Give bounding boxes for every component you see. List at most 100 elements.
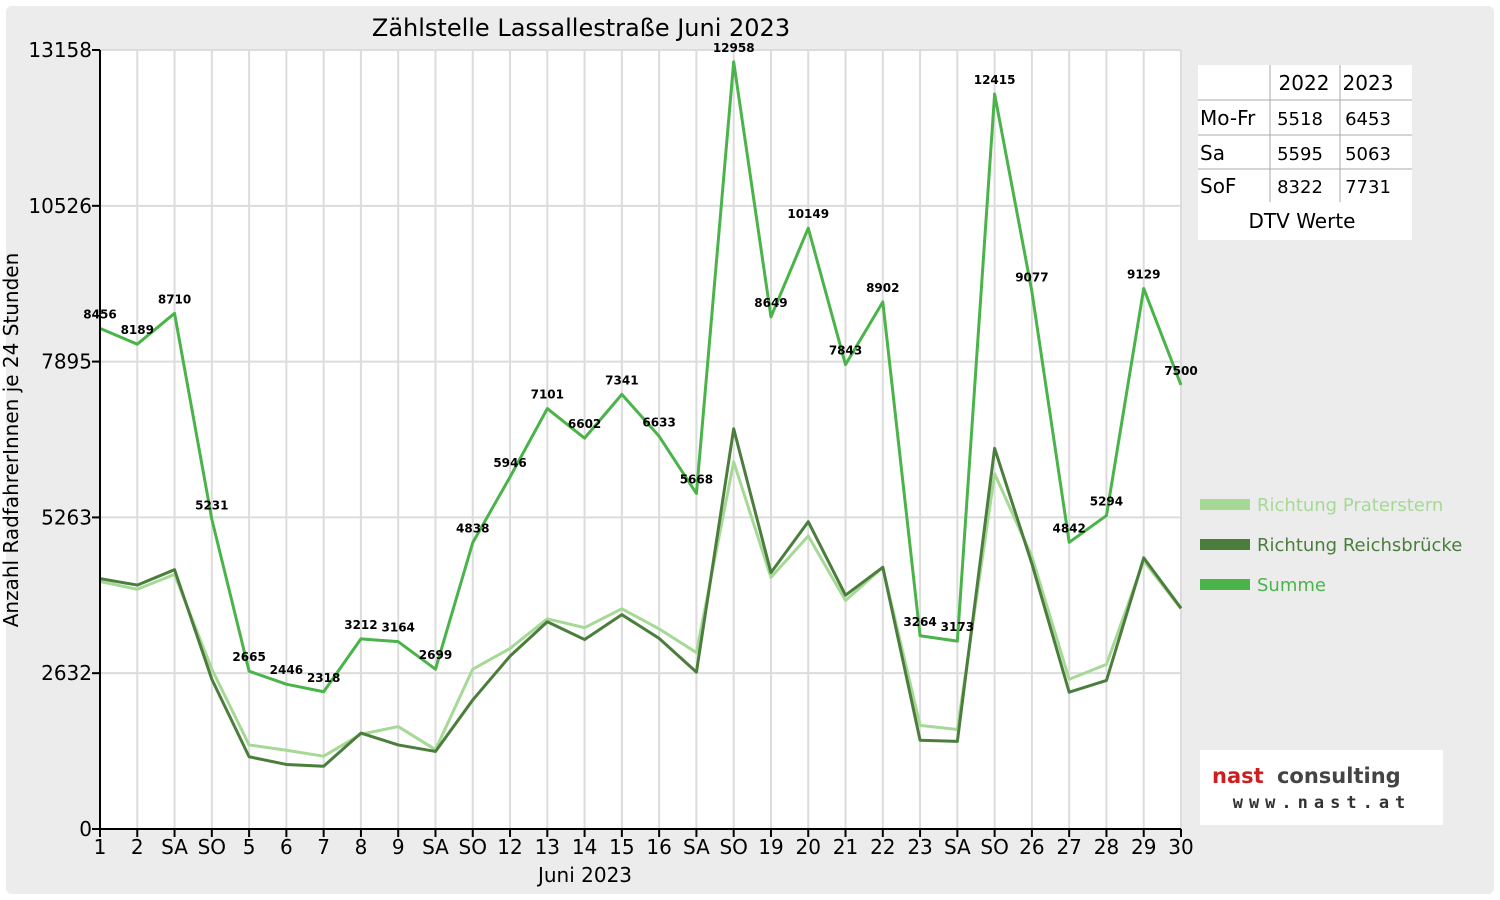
data-label: 2665	[232, 650, 265, 664]
x-tick-label: 27	[1056, 835, 1081, 859]
data-label: 5294	[1090, 495, 1123, 509]
x-tick-label: 28	[1094, 835, 1119, 859]
data-label: 5231	[195, 498, 228, 512]
x-tick-label: 12	[497, 835, 522, 859]
data-label: 4842	[1052, 521, 1085, 535]
table-cell: 5518	[1277, 109, 1323, 130]
x-tick-label: 15	[609, 835, 634, 859]
x-tick-label: 1	[94, 835, 107, 859]
data-label: 12415	[974, 73, 1016, 87]
y-tick-label: 0	[79, 817, 92, 841]
y-axis-label: Anzahl RadfahrerInnen je 24 Stunden	[0, 253, 23, 628]
series-lines	[99, 60, 1183, 768]
dtv-table: 2022 2023 Mo-Fr 5518 6453 Sa 5595 5063 S…	[1198, 65, 1412, 240]
x-tick-label: SO	[719, 835, 747, 859]
data-label: 4838	[456, 522, 489, 536]
series-line-3	[99, 60, 1183, 694]
data-label: 6633	[642, 415, 675, 429]
table-cell: 7731	[1345, 177, 1391, 198]
data-label: 7843	[829, 344, 862, 358]
table-caption: DTV Werte	[1249, 209, 1356, 233]
logo-url: www.nast.at	[1233, 793, 1412, 813]
legend-label: Richtung Reichsbrücke	[1257, 535, 1462, 556]
x-tick-label: SO	[198, 835, 226, 859]
series-line-1	[99, 460, 1183, 758]
x-tick-label: SA	[161, 835, 188, 859]
dtv-table-background	[1198, 65, 1412, 240]
data-label: 9077	[1015, 271, 1048, 285]
x-tick-label: 16	[646, 835, 671, 859]
legend-swatch	[1200, 579, 1250, 590]
grid-lines	[100, 49, 1182, 829]
y-tick-label: 10526	[28, 194, 92, 218]
legend-label: Richtung Praterstern	[1257, 495, 1443, 516]
data-label: 9129	[1127, 268, 1160, 282]
table-header-2022: 2022	[1279, 71, 1330, 95]
data-label: 7500	[1164, 364, 1197, 378]
data-label: 12958	[713, 41, 755, 55]
legend-swatch	[1200, 539, 1250, 550]
y-tick-label: 7895	[41, 350, 92, 374]
data-label: 2446	[270, 663, 303, 677]
data-label: 10149	[787, 207, 829, 221]
y-tick-label: 13158	[28, 38, 92, 62]
logo-name-part2: consulting	[1277, 764, 1401, 788]
axes	[99, 50, 1181, 830]
series-line-2	[99, 427, 1183, 768]
data-label: 8649	[754, 296, 787, 310]
x-tick-label: 8	[355, 835, 368, 859]
x-tick-label: SO	[980, 835, 1008, 859]
table-row-label: SoF	[1200, 174, 1236, 198]
x-tick-label: 7	[317, 835, 330, 859]
x-tick-label: 21	[833, 835, 858, 859]
x-tick-label: 22	[870, 835, 895, 859]
nast-consulting-logo: nast consulting www.nast.at	[1200, 750, 1443, 825]
y-tick-label: 5263	[41, 505, 92, 529]
x-tick-label: 20	[796, 835, 821, 859]
x-tick-label: 6	[280, 835, 293, 859]
y-axis-ticks: 0 2632 5263 7895 10526 13158	[28, 38, 100, 841]
legend-label: Summe	[1257, 575, 1326, 596]
x-tick-label: 9	[392, 835, 405, 859]
x-tick-label: 19	[758, 835, 783, 859]
plot-area	[100, 50, 1181, 829]
data-label: 8710	[158, 292, 191, 306]
table-row-label: Mo-Fr	[1200, 106, 1256, 130]
x-tick-label: SA	[944, 835, 971, 859]
table-row-label: Sa	[1200, 141, 1225, 165]
table-cell: 6453	[1345, 109, 1391, 130]
x-tick-label: SA	[683, 835, 710, 859]
data-label: 5668	[680, 472, 713, 486]
x-tick-label: SA	[422, 835, 449, 859]
data-label: 6602	[568, 417, 601, 431]
x-tick-label: SO	[459, 835, 487, 859]
x-tick-label: 2	[131, 835, 144, 859]
y-tick-label: 2632	[41, 661, 92, 685]
x-tick-label: 5	[243, 835, 256, 859]
data-label: 5946	[493, 456, 526, 470]
legend-swatch	[1200, 499, 1250, 510]
data-label: 8456	[83, 307, 116, 321]
data-label: 2699	[419, 648, 452, 662]
data-label: 7341	[605, 373, 638, 387]
chart-title: Zählstelle Lassallestraße Juni 2023	[372, 14, 790, 42]
data-label: 3264	[903, 615, 936, 629]
data-label: 3212	[344, 618, 377, 632]
x-axis-label: Juni 2023	[536, 863, 632, 887]
x-tick-label: 13	[535, 835, 560, 859]
table-cell: 8322	[1277, 177, 1323, 198]
data-label: 8902	[866, 281, 899, 295]
data-label: 7101	[531, 388, 564, 402]
x-axis-ticks: 1 2 SA SO 5 6 7 8 9 SA SO 12 13 14 15 16 SA SO 19 20 21 22 23 S…	[94, 829, 1194, 859]
data-labels: 8456 8189 8710 5231 2665 2446 2318 3212 3164 2699…	[83, 41, 1197, 685]
logo-name: nast consulting	[1212, 764, 1401, 788]
logo-name-part1: nast	[1212, 764, 1264, 788]
x-tick-label: 23	[907, 835, 932, 859]
legend: Richtung Praterstern Richtung Reichsbrück…	[1200, 495, 1462, 596]
data-label: 3173	[941, 620, 974, 634]
x-tick-label: 26	[1019, 835, 1044, 859]
x-tick-label: 30	[1168, 835, 1193, 859]
table-cell: 5063	[1345, 144, 1391, 165]
data-label: 3164	[382, 621, 415, 635]
